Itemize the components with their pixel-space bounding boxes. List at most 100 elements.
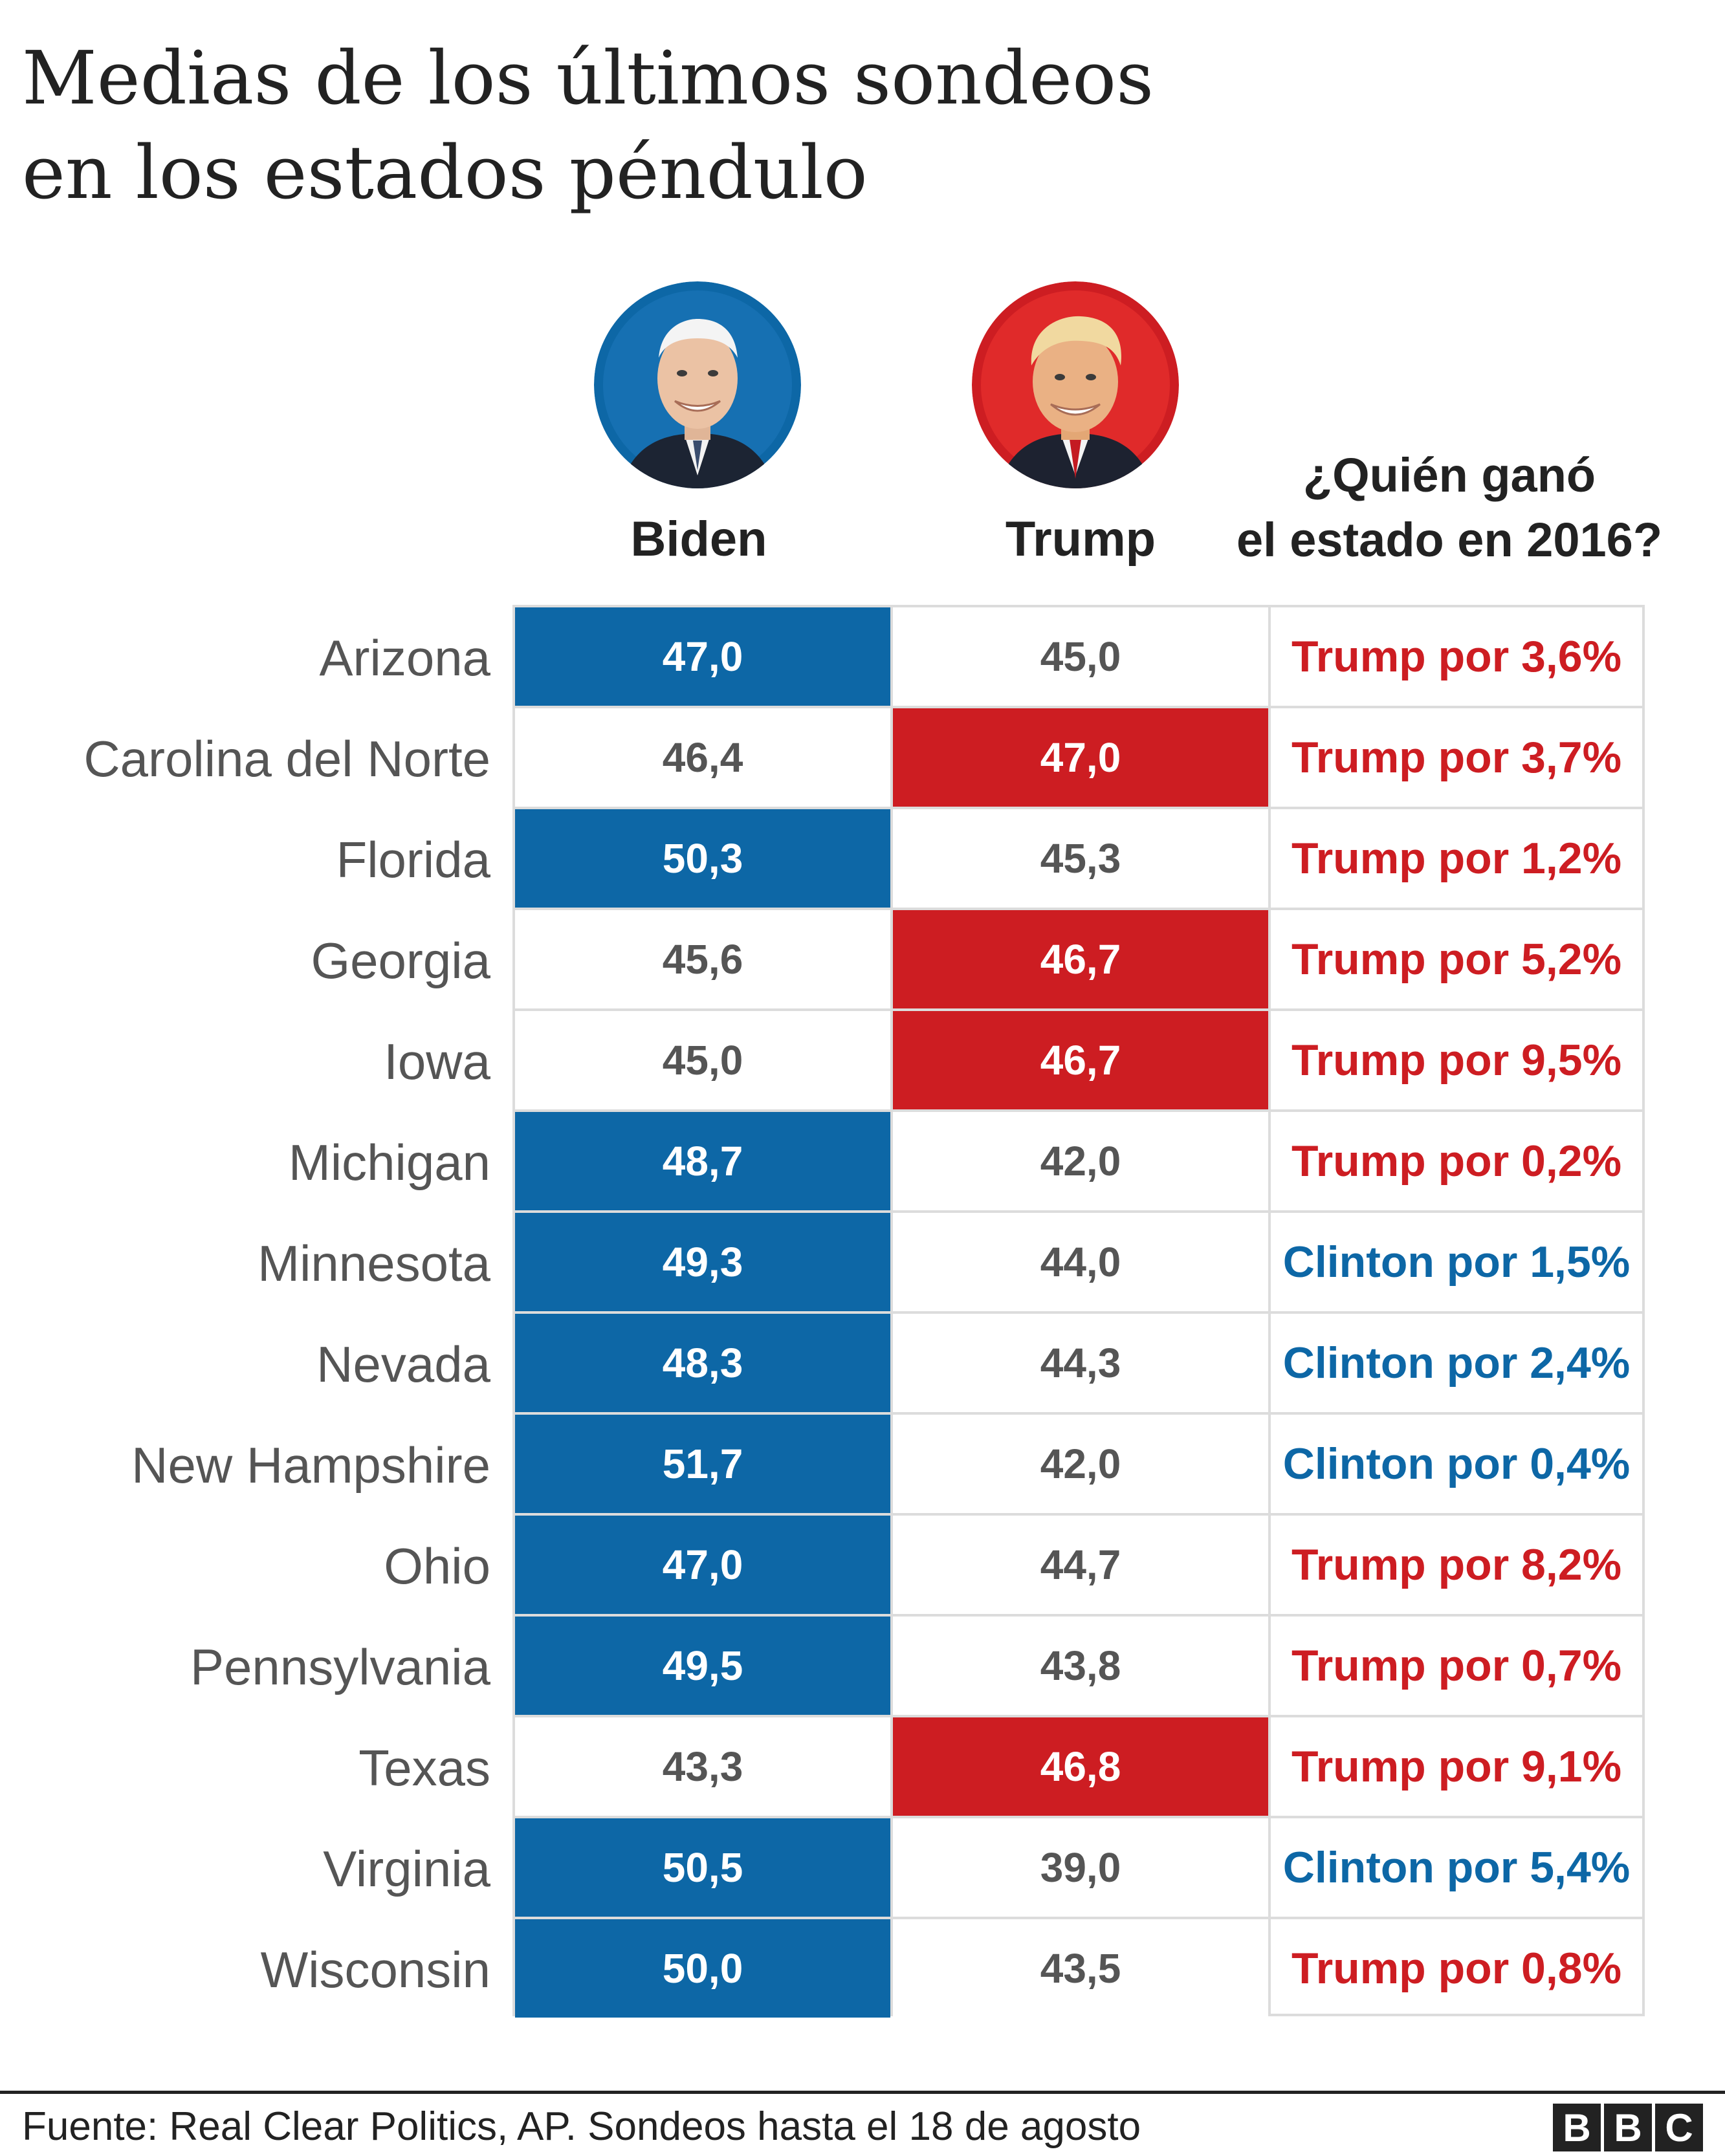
state-label: Florida bbox=[336, 831, 490, 888]
trump-portrait bbox=[972, 281, 1179, 488]
biden-value-cell: 43,3 bbox=[515, 1717, 890, 1816]
bbc-logo-letter: B bbox=[1604, 2104, 1652, 2151]
table-row: Arizona 47,0 45,0 Trump por 3,6% bbox=[320, 607, 1642, 708]
trump-value-cell: 46,7 bbox=[893, 1011, 1268, 1109]
row-divider bbox=[515, 1311, 1642, 1314]
trump-value-cell: 47,0 bbox=[893, 708, 1268, 807]
column-divider bbox=[1268, 607, 1271, 2014]
row-divider bbox=[515, 1210, 1642, 1213]
row-divider bbox=[515, 908, 1642, 910]
winner-2016-cell: Trump por 9,1% bbox=[1291, 1742, 1622, 1791]
table-row: Michigan 48,7 42,0 Trump por 0,2% bbox=[289, 1112, 1642, 1213]
biden-value-cell: 45,0 bbox=[515, 1011, 890, 1109]
column-header-winner-line-2: el estado en 2016? bbox=[1236, 513, 1663, 567]
trump-value-cell: 42,0 bbox=[893, 1112, 1268, 1210]
state-label: Wisconsin bbox=[260, 1941, 490, 1998]
winner-2016-cell: Trump por 9,5% bbox=[1291, 1036, 1622, 1085]
row-divider bbox=[515, 807, 1642, 809]
trump-value-cell: 46,7 bbox=[893, 910, 1268, 1008]
trump-value-cell: 42,0 bbox=[893, 1415, 1268, 1513]
state-label: Georgia bbox=[311, 932, 491, 989]
winner-2016-cell: Trump por 1,2% bbox=[1291, 834, 1622, 883]
table-row: Nevada 48,3 44,3 Clinton por 2,4% bbox=[316, 1314, 1642, 1415]
table-row: Texas 43,3 46,8 Trump por 9,1% bbox=[358, 1717, 1642, 1818]
trump-value-cell: 45,3 bbox=[893, 809, 1268, 908]
biden-value-cell: 47,0 bbox=[515, 607, 890, 706]
table-row: Florida 50,3 45,3 Trump por 1,2% bbox=[336, 809, 1642, 910]
biden-value-cell: 50,5 bbox=[515, 1818, 890, 1917]
trump-value-cell: 44,0 bbox=[893, 1213, 1268, 1311]
column-header-winner-2016: ¿Quién ganó el estado en 2016? bbox=[1203, 443, 1695, 572]
state-label: Nevada bbox=[316, 1336, 490, 1393]
state-label: Texas bbox=[358, 1739, 490, 1796]
biden-portrait bbox=[594, 281, 801, 488]
bbc-logo-letter: C bbox=[1655, 2104, 1703, 2151]
winner-2016-cell: Trump por 0,7% bbox=[1291, 1641, 1622, 1690]
biden-value-cell: 50,3 bbox=[515, 809, 890, 908]
row-divider bbox=[515, 706, 1642, 708]
trump-value-cell: 43,8 bbox=[893, 1617, 1268, 1715]
winner-2016-cell: Trump por 5,2% bbox=[1291, 935, 1622, 984]
column-header-biden: Biden bbox=[630, 512, 767, 567]
footer-rule bbox=[0, 2091, 1725, 2094]
biden-value-cell: 51,7 bbox=[515, 1415, 890, 1513]
row-divider bbox=[515, 1513, 1642, 1516]
row-divider bbox=[515, 1412, 1642, 1415]
column-header-trump: Trump bbox=[1005, 512, 1156, 567]
winner-2016-cell: Clinton por 5,4% bbox=[1282, 1843, 1631, 1892]
source-note: Fuente: Real Clear Politics, AP. Sondeos… bbox=[22, 2104, 1141, 2149]
poll-table: Arizona 47,0 45,0 Trump por 3,6% Carolina de… bbox=[83, 605, 1645, 2018]
table-row: Iowa 45,0 46,7 Trump por 9,5% bbox=[384, 1011, 1642, 1112]
trump-value-cell: 39,0 bbox=[893, 1818, 1268, 1917]
biden-value-cell: 50,0 bbox=[515, 1919, 890, 2018]
state-label: Ohio bbox=[384, 1538, 490, 1595]
state-label: Iowa bbox=[384, 1033, 490, 1090]
column-divider bbox=[890, 607, 893, 2014]
winner-2016-cell: Trump por 8,2% bbox=[1291, 1540, 1622, 1589]
biden-value-cell: 49,3 bbox=[515, 1213, 890, 1311]
winner-2016-cell: Clinton por 0,4% bbox=[1282, 1439, 1631, 1488]
state-label: Carolina del Norte bbox=[83, 730, 490, 787]
row-divider bbox=[515, 1715, 1642, 1717]
table-row: Ohio 47,0 44,7 Trump por 8,2% bbox=[384, 1516, 1642, 1617]
biden-value-cell: 49,5 bbox=[515, 1617, 890, 1715]
biden-value-cell: 48,3 bbox=[515, 1314, 890, 1412]
table-row: Carolina del Norte 46,4 47,0 Trump por 3,7% bbox=[83, 708, 1642, 809]
table-row: Wisconsin 50,0 43,5 Trump por 0,8% bbox=[261, 1919, 1642, 2020]
state-label: Pennsylvania bbox=[190, 1639, 490, 1695]
row-divider bbox=[515, 1109, 1642, 1112]
chart-title: Medias de los últimos sondeos en los est… bbox=[22, 31, 1640, 220]
trump-value-cell: 44,7 bbox=[893, 1516, 1268, 1614]
winner-2016-cell: Clinton por 2,4% bbox=[1282, 1338, 1631, 1388]
winner-2016-cell: Clinton por 1,5% bbox=[1282, 1237, 1631, 1287]
table-row: New Hampshire 51,7 42,0 Clinton por 0,4% bbox=[131, 1415, 1642, 1516]
winner-2016-cell: Trump por 3,6% bbox=[1291, 632, 1622, 681]
table-row: Pennsylvania 49,5 43,8 Trump por 0,7% bbox=[190, 1617, 1642, 1717]
biden-value-cell: 47,0 bbox=[515, 1516, 890, 1614]
trump-value-cell: 44,3 bbox=[893, 1314, 1268, 1412]
winner-2016-cell: Trump por 0,8% bbox=[1291, 1944, 1622, 1993]
table-row: Georgia 45,6 46,7 Trump por 5,2% bbox=[311, 910, 1642, 1011]
state-label: Minnesota bbox=[258, 1235, 490, 1292]
bbc-logo: B B C bbox=[1553, 2104, 1703, 2151]
biden-value-cell: 48,7 bbox=[515, 1112, 890, 1210]
row-divider bbox=[515, 1917, 1642, 1919]
chart-title-line-1: Medias de los últimos sondeos bbox=[22, 36, 1154, 121]
state-label: New Hampshire bbox=[131, 1437, 490, 1494]
state-label: Michigan bbox=[288, 1134, 490, 1191]
trump-value-cell: 45,0 bbox=[893, 607, 1268, 706]
table-row: Virginia 50,5 39,0 Clinton por 5,4% bbox=[323, 1818, 1642, 1919]
row-divider bbox=[515, 1008, 1642, 1011]
row-divider bbox=[515, 1816, 1642, 1818]
table-row: Minnesota 49,3 44,0 Clinton por 1,5% bbox=[258, 1213, 1642, 1314]
bbc-logo-letter: B bbox=[1553, 2104, 1601, 2151]
trump-value-cell: 43,5 bbox=[893, 1919, 1268, 2018]
winner-2016-cell: Trump por 0,2% bbox=[1291, 1137, 1622, 1186]
column-header-winner-line-1: ¿Quién ganó bbox=[1302, 448, 1596, 502]
state-label: Virginia bbox=[323, 1840, 490, 1897]
biden-value-cell: 46,4 bbox=[515, 708, 890, 807]
biden-value-cell: 45,6 bbox=[515, 910, 890, 1008]
winner-2016-cell: Trump por 3,7% bbox=[1291, 733, 1622, 782]
chart-title-line-2: en los estados péndulo bbox=[22, 130, 868, 215]
trump-value-cell: 46,8 bbox=[893, 1717, 1268, 1816]
